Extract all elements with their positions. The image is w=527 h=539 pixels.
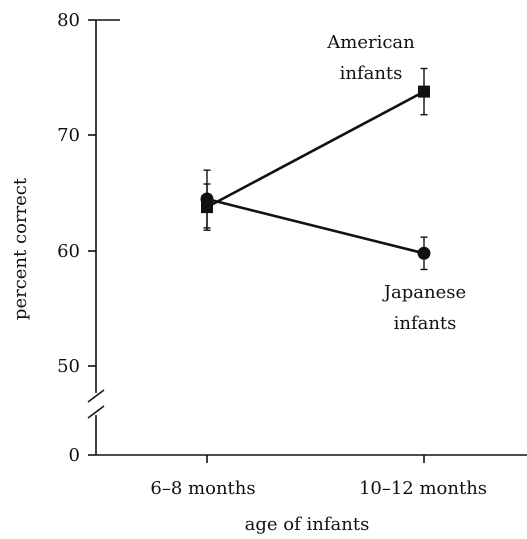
japanese-infants-point-10-12-months [417,246,431,260]
x-category-label-10-12-months: 10–12 months [359,478,487,499]
american-infants-point-10-12-months [418,85,430,98]
x-axis-title: age of infants [245,514,370,535]
y-axis-title: percent correct [10,177,31,320]
japanese-infants-line [206,197,425,255]
series-marks [200,67,431,271]
y-tick-label-60: 60 [57,241,80,262]
y-tick-label-80: 80 [57,10,80,31]
american-infants-label-line2: infants [340,63,403,84]
japanese-infants-point-6-8-months [200,192,214,206]
y-tick-label-0: 0 [69,445,80,466]
x-category-label-6-8-months: 6–8 months [150,478,255,499]
axis-break-mark-bottom [87,405,105,419]
japanese-infants-label-line2: infants [394,313,457,334]
y-tick-label-50: 50 [57,356,80,377]
american-infants-line [206,90,425,209]
y-tick-label-70: 70 [57,125,80,146]
american-infants-label-line1: American [326,32,415,53]
axis-break-mark-top [87,389,105,403]
japanese-infants-label-line1: Japanese [382,282,466,303]
